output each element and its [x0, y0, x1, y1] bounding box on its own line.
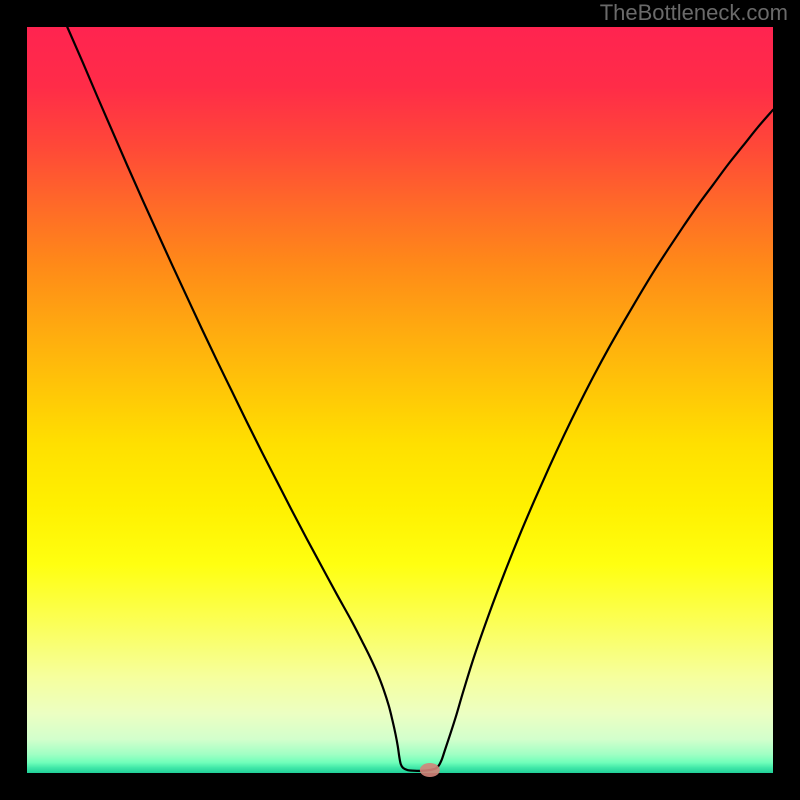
plot-area — [27, 27, 773, 773]
bottleneck-curve — [27, 27, 773, 773]
optimum-marker — [420, 763, 440, 777]
watermark-text: TheBottleneck.com — [600, 0, 788, 26]
